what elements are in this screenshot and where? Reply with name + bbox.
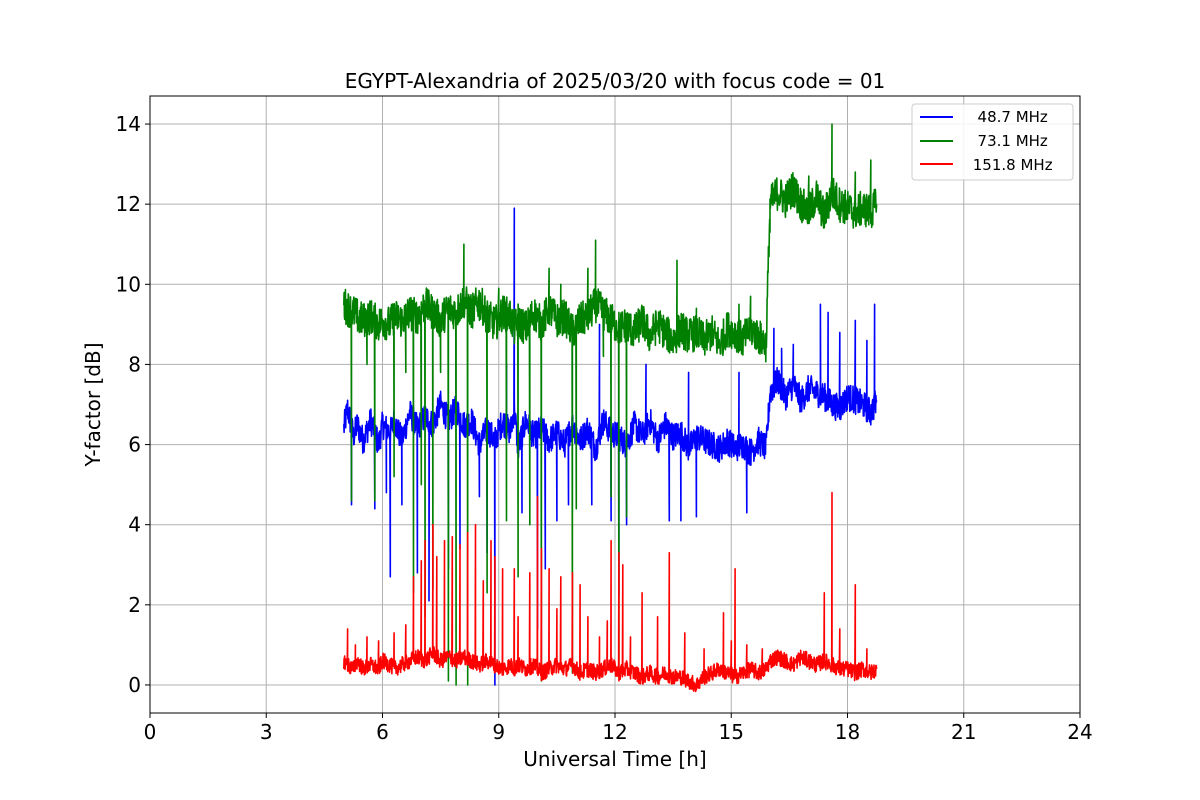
legend-label-series-2: 151.8 MHz [968, 156, 1053, 174]
series-line-2 [343, 491, 878, 693]
y-axis-label: Y-factor [dB] [81, 342, 105, 467]
y-tick-label: 2 [128, 593, 141, 617]
x-tick-label: 24 [1067, 720, 1092, 744]
x-tick-label: 21 [951, 720, 976, 744]
x-axis-label: Universal Time [h] [523, 747, 706, 771]
y-tick-label: 0 [128, 673, 141, 697]
series-layer [343, 123, 878, 693]
x-tick-label: 3 [260, 720, 273, 744]
chart-title: EGYPT-Alexandria of 2025/03/20 with focu… [345, 69, 886, 93]
x-tick-label: 6 [376, 720, 389, 744]
y-tick-label: 12 [116, 192, 141, 216]
y-tick-label: 6 [128, 433, 141, 457]
legend-label-series-0: 48.7 MHz [968, 108, 1048, 126]
x-tick-label: 12 [602, 720, 627, 744]
legend: 48.7 MHz 73.1 MHz 151.8 MHz [911, 103, 1074, 181]
x-tick-label: 0 [144, 720, 157, 744]
x-tick-label: 18 [835, 720, 860, 744]
y-tick-label: 10 [116, 272, 141, 296]
legend-box [911, 103, 1074, 181]
series-line-1 [343, 123, 878, 686]
x-tick-label: 9 [492, 720, 505, 744]
y-tick-label: 8 [128, 352, 141, 376]
x-tick-label: 15 [719, 720, 744, 744]
y-tick-label: 14 [116, 112, 141, 136]
y-tick-label: 4 [128, 513, 141, 537]
legend-label-series-1: 73.1 MHz [968, 132, 1048, 150]
